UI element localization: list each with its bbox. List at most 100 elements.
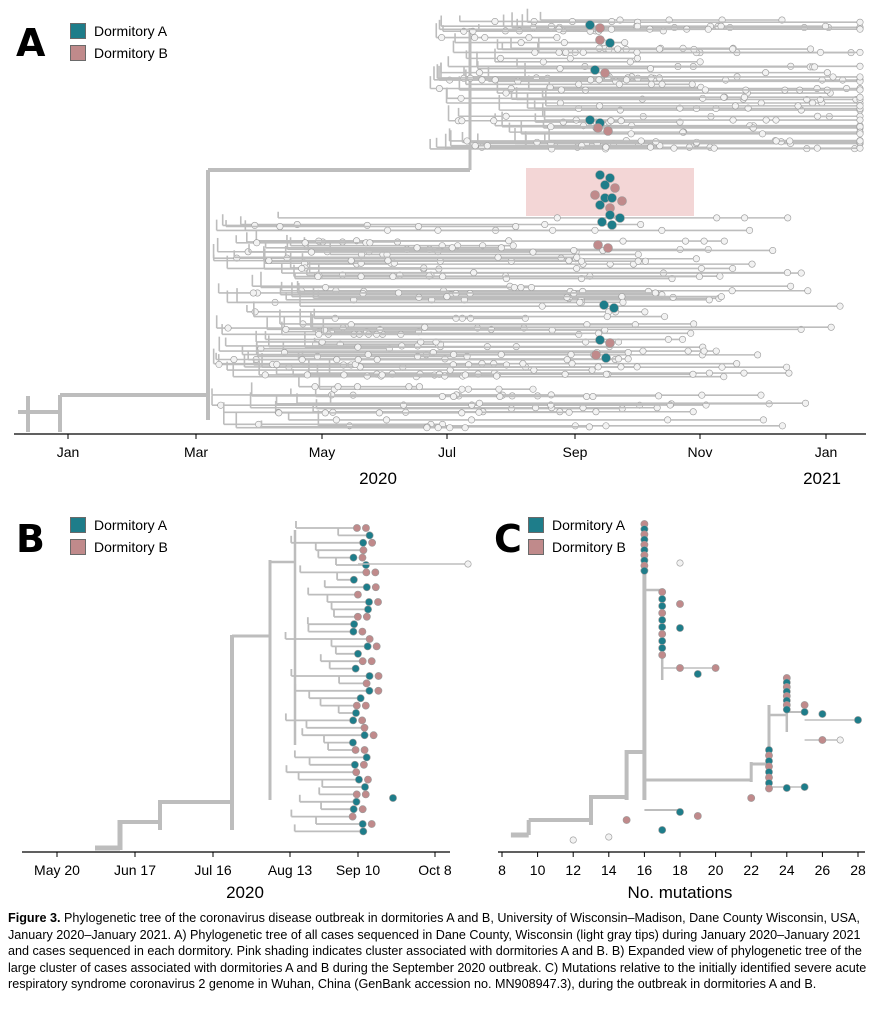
tip-other — [562, 48, 570, 56]
tip-other — [618, 293, 626, 301]
tip-other — [560, 39, 568, 47]
tip-other — [470, 269, 478, 277]
tip-other — [655, 74, 663, 82]
panel-c: 8 10 12 14 16 18 20 22 24 26 28 No. mutations C Dor… — [480, 500, 880, 905]
tip-other — [517, 283, 525, 291]
tip-other — [340, 371, 348, 379]
tip-other — [772, 137, 780, 145]
tip-other — [624, 349, 632, 357]
tip-dorm-a — [365, 686, 374, 695]
tip-dorm-b — [593, 240, 603, 250]
tip-other — [531, 48, 539, 56]
tip-other — [618, 405, 626, 413]
x-axis-title: No. mutations — [628, 883, 733, 902]
tip-other — [557, 86, 565, 94]
tip-other — [856, 102, 864, 110]
tip-other — [856, 86, 864, 94]
tip-dorm-b — [818, 736, 827, 744]
x-axis-tick-label: Mar — [184, 444, 208, 460]
tip-dorm-a — [658, 826, 667, 834]
tip-other — [754, 351, 762, 359]
legend-swatch-dorm-a — [70, 517, 86, 533]
tip-other — [856, 25, 864, 33]
legend-label-dorm-a: Dormitory A — [94, 23, 168, 39]
tip-other — [458, 409, 466, 417]
tip-dorm-a — [658, 644, 667, 652]
tip-dorm-a — [607, 220, 617, 230]
tip-dorm-b — [348, 812, 357, 821]
tip-other — [647, 80, 655, 88]
legend-item-dorm-a: Dormitory A — [70, 514, 168, 536]
tip-dorm-b — [352, 790, 361, 799]
tip-dorm-a — [818, 710, 827, 718]
x-axis-tick-label: Sep 10 — [336, 862, 381, 878]
tip-other — [664, 335, 672, 343]
tip-other — [448, 244, 456, 252]
panel-c-letter: C — [494, 517, 522, 561]
tip-other — [478, 360, 486, 368]
tip-dorm-b — [658, 609, 667, 617]
tip-other — [395, 289, 403, 297]
tip-other — [458, 117, 466, 125]
tip-other — [839, 76, 847, 84]
legend-label-dorm-a: Dormitory A — [94, 517, 168, 533]
tip-other — [797, 269, 805, 277]
legend-label-dorm-b: Dormitory B — [552, 539, 626, 555]
tip-other — [785, 369, 793, 377]
legend-swatch-dorm-b — [70, 45, 86, 61]
tip-other — [230, 355, 238, 363]
tip-other — [856, 62, 864, 70]
tip-other — [565, 257, 573, 265]
tip-dorm-b — [369, 731, 378, 740]
tip-other — [575, 330, 583, 338]
tip-dorm-a — [658, 637, 667, 645]
panel-b-letter: B — [16, 517, 45, 561]
tip-dorm-b — [693, 812, 702, 820]
tip-dorm-b — [358, 553, 367, 562]
tip-other — [614, 45, 622, 53]
tip-other — [615, 355, 623, 363]
tip-other — [253, 239, 261, 247]
tip-other — [836, 736, 844, 744]
tip-other — [495, 385, 503, 393]
tip-other — [481, 34, 489, 42]
tip-other — [517, 39, 525, 47]
tip-dorm-b — [676, 600, 684, 608]
tip-dorm-a — [356, 694, 365, 703]
tip-dorm-b — [711, 664, 720, 672]
tip-other — [533, 138, 541, 146]
tip-other — [458, 385, 466, 393]
tip-dorm-a — [676, 624, 684, 632]
tip-other — [282, 325, 290, 333]
tip-other — [539, 58, 547, 66]
tip-dorm-a — [605, 173, 615, 183]
tip-other — [623, 76, 631, 84]
tip-dorm-a — [349, 805, 358, 814]
tip-other — [464, 560, 472, 568]
tip-other — [676, 245, 684, 253]
tip-other — [705, 296, 713, 304]
tip-dorm-a — [360, 731, 369, 740]
tip-dorm-b — [361, 701, 370, 710]
tip-dorm-b — [372, 642, 381, 651]
tip-other — [647, 65, 655, 73]
tip-dorm-b — [747, 794, 756, 802]
tip-dorm-a — [658, 616, 667, 624]
tip-dorm-a — [349, 575, 358, 584]
tip-other — [712, 347, 720, 355]
tip-dorm-b — [360, 723, 369, 732]
tip-other — [664, 416, 672, 424]
tip-other — [405, 383, 413, 391]
tip-other — [856, 93, 864, 101]
tip-dorm-b — [352, 768, 361, 777]
tip-other — [710, 144, 718, 152]
tip-other — [641, 308, 649, 316]
tip-other — [505, 237, 513, 245]
panel-a-letter: A — [16, 21, 46, 65]
tip-dorm-a — [358, 820, 367, 828]
tip-other — [814, 112, 822, 120]
tip-dorm-a — [350, 620, 358, 629]
tip-dorm-a — [355, 775, 363, 784]
x-axis-tick-label: May — [309, 444, 335, 460]
x-axis-tick-label: Oct 8 — [418, 862, 452, 878]
